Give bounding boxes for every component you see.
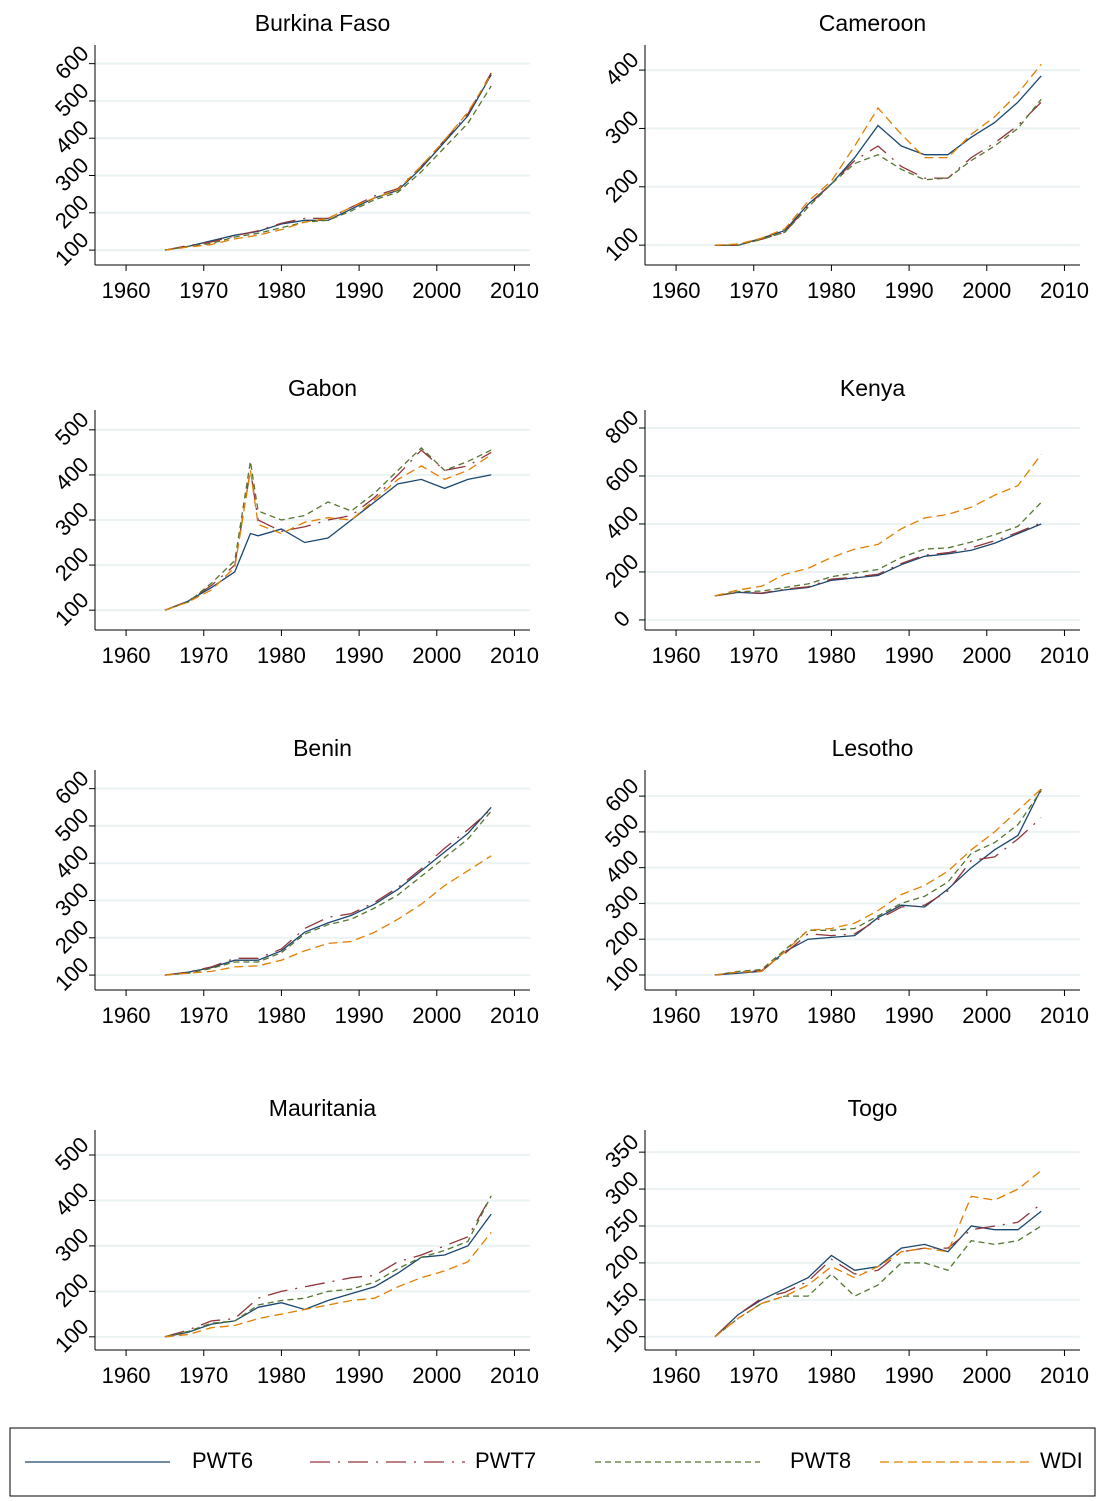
series-line <box>714 522 1042 597</box>
series-line <box>714 75 1042 246</box>
x-tick-label: 1970 <box>179 643 228 668</box>
x-tick-label: 1980 <box>257 1003 306 1028</box>
x-tick-label: 1980 <box>807 278 856 303</box>
legend-box <box>9 1427 1096 1497</box>
x-tick-label: 1960 <box>102 1003 151 1028</box>
x-tick-label: 2010 <box>490 278 539 303</box>
series-line <box>164 806 492 976</box>
chart-title: Togo <box>848 1095 898 1121</box>
x-tick-label: 1970 <box>729 1363 778 1388</box>
x-tick-label: 1980 <box>807 1363 856 1388</box>
chart-title: Burkina Faso <box>255 10 391 36</box>
chart-title: Benin <box>293 735 352 761</box>
x-tick-label: 1990 <box>335 1003 384 1028</box>
x-tick-label: 1970 <box>729 643 778 668</box>
series-line <box>714 501 1042 597</box>
x-tick-label: 1990 <box>885 1363 934 1388</box>
x-tick-label: 1980 <box>257 643 306 668</box>
x-tick-label: 1960 <box>652 1363 701 1388</box>
x-tick-label: 1960 <box>652 1003 701 1028</box>
x-tick-label: 1970 <box>179 278 228 303</box>
series-line <box>164 474 492 611</box>
x-tick-label: 1960 <box>652 278 701 303</box>
series-line <box>714 1170 1042 1338</box>
series-line <box>164 1195 492 1338</box>
series-line <box>714 1225 1042 1338</box>
x-tick-label: 2010 <box>490 1363 539 1388</box>
x-tick-label: 1960 <box>652 643 701 668</box>
x-tick-label: 2010 <box>490 643 539 668</box>
x-tick-label: 2000 <box>962 278 1011 303</box>
series-line <box>164 446 492 611</box>
x-tick-label: 1960 <box>102 643 151 668</box>
series-line <box>714 790 1042 976</box>
x-tick-label: 2000 <box>412 1003 461 1028</box>
chart-title: Kenya <box>840 375 905 401</box>
x-tick-label: 2000 <box>962 1363 1011 1388</box>
x-tick-label: 1980 <box>807 643 856 668</box>
series-line <box>164 72 492 251</box>
x-tick-label: 2010 <box>1040 1003 1089 1028</box>
x-tick-label: 1980 <box>257 1363 306 1388</box>
x-tick-label: 2000 <box>412 278 461 303</box>
x-tick-label: 1970 <box>179 1003 228 1028</box>
x-tick-label: 2000 <box>962 1003 1011 1028</box>
x-tick-label: 1990 <box>885 1003 934 1028</box>
x-tick-label: 1990 <box>335 643 384 668</box>
x-tick-label: 2010 <box>490 1003 539 1028</box>
x-tick-label: 1990 <box>885 278 934 303</box>
series-line <box>164 1213 492 1338</box>
series-line <box>164 74 492 251</box>
x-tick-label: 2010 <box>1040 643 1089 668</box>
series-line <box>164 1195 492 1338</box>
series-line <box>164 454 492 611</box>
x-tick-label: 1960 <box>102 1363 151 1388</box>
x-tick-label: 1990 <box>335 1363 384 1388</box>
x-tick-label: 1970 <box>729 278 778 303</box>
series-line <box>714 788 1042 976</box>
legend-label: PWT6 <box>192 1448 253 1473</box>
x-tick-label: 1970 <box>729 1003 778 1028</box>
x-tick-label: 2010 <box>1040 1363 1089 1388</box>
series-line <box>714 454 1042 597</box>
x-tick-label: 2000 <box>412 643 461 668</box>
legend-label: WDI <box>1040 1448 1083 1473</box>
chart-title: Lesotho <box>832 735 914 761</box>
series-line <box>164 808 492 976</box>
chart-title: Cameroon <box>819 10 926 36</box>
x-tick-label: 2010 <box>1040 278 1089 303</box>
series-line <box>164 1231 492 1338</box>
x-tick-label: 1980 <box>257 278 306 303</box>
x-tick-label: 2000 <box>962 643 1011 668</box>
series-line <box>164 85 492 251</box>
series-line <box>164 74 492 251</box>
chart-title: Gabon <box>288 375 357 401</box>
x-tick-label: 1960 <box>102 278 151 303</box>
x-tick-label: 1970 <box>179 1363 228 1388</box>
x-tick-label: 1990 <box>885 643 934 668</box>
x-tick-label: 1990 <box>335 278 384 303</box>
series-line <box>714 63 1042 246</box>
series-line <box>714 98 1042 246</box>
legend-label: PWT8 <box>790 1448 851 1473</box>
chart-title: Mauritania <box>269 1095 377 1121</box>
x-tick-label: 1980 <box>807 1003 856 1028</box>
series-line <box>164 810 492 976</box>
legend-label: PWT7 <box>475 1448 536 1473</box>
series-line <box>714 1203 1042 1338</box>
x-tick-label: 2000 <box>412 1363 461 1388</box>
